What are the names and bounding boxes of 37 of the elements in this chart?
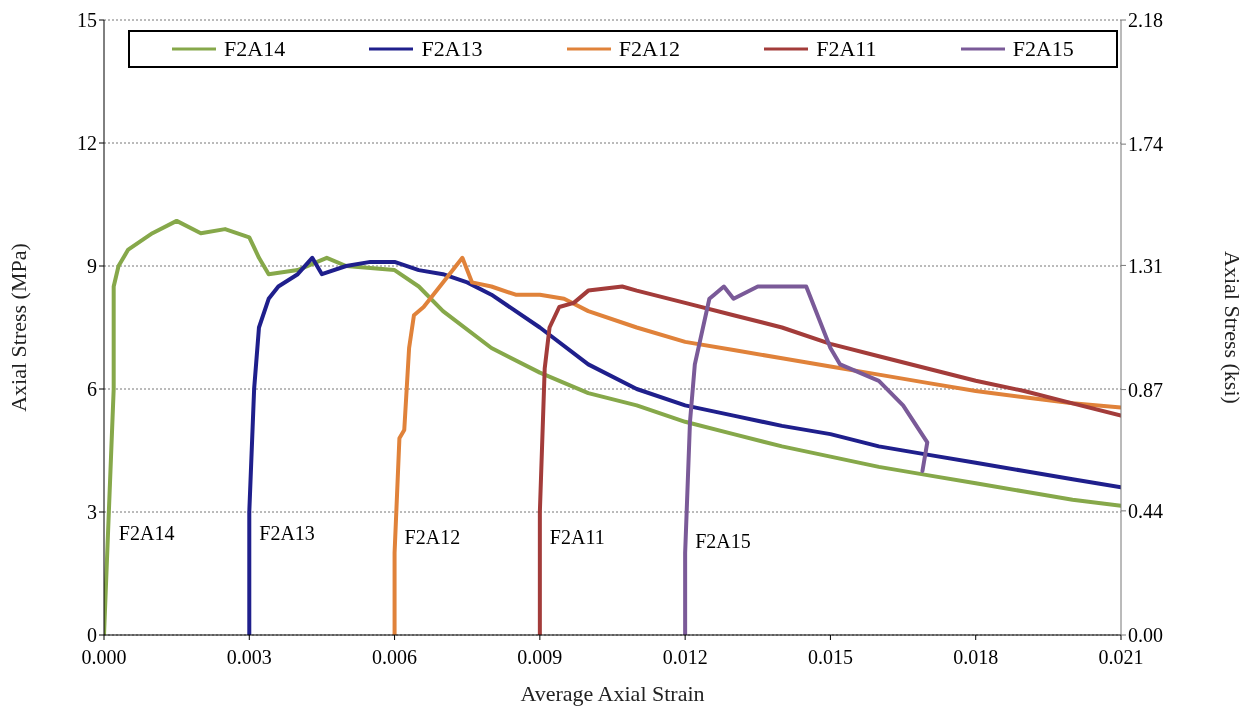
y-tick-label: 12 xyxy=(77,132,97,155)
x-tick-label: 0.006 xyxy=(372,646,418,669)
y2-tick-label: 0.00 xyxy=(1128,624,1163,647)
legend-label: F2A14 xyxy=(224,36,286,62)
line-series xyxy=(683,284,930,635)
y-tick-label: 9 xyxy=(87,255,97,278)
x-tick-label: 0.018 xyxy=(953,646,999,669)
legend-label: F2A13 xyxy=(421,36,483,62)
legend-label: F2A15 xyxy=(1012,36,1074,62)
y2-axis-title: Axial Stress (ksi) xyxy=(1220,251,1243,404)
x-tick-label: 0.021 xyxy=(1098,646,1144,669)
y-tick-label: 6 xyxy=(87,378,97,401)
annotation: F2A15 xyxy=(695,529,751,552)
annotation: F2A13 xyxy=(259,521,315,544)
annotation: F2A12 xyxy=(404,525,461,548)
y-tick-label: 3 xyxy=(87,501,97,524)
x-tick-label: 0.015 xyxy=(807,646,853,669)
x-axis-title: Average Axial Strain xyxy=(520,681,705,706)
y2-tick-label: 0.44 xyxy=(1128,499,1163,522)
y2-tick-label: 1.31 xyxy=(1128,254,1163,277)
y-axis-title: Axial Stress (MPa) xyxy=(5,243,31,412)
x-tick-label: 0.009 xyxy=(517,646,563,669)
x-tick-label: 0.003 xyxy=(226,646,272,669)
annotation: F2A11 xyxy=(549,525,605,548)
line-series xyxy=(537,284,1121,635)
y2-tick-label: 0.87 xyxy=(1128,378,1163,401)
legend-label: F2A11 xyxy=(816,36,877,62)
line-series xyxy=(247,255,1121,635)
x-tick-label: 0.012 xyxy=(662,646,708,669)
line-series xyxy=(392,255,1121,635)
y-tick-label: 0 xyxy=(87,624,97,647)
y2-tick-label: 1.74 xyxy=(1128,133,1163,156)
x-tick-label: 0.000 xyxy=(81,646,127,669)
y-tick-label: 15 xyxy=(77,9,97,32)
legend-label: F2A12 xyxy=(618,36,680,62)
y2-tick-label: 2.18 xyxy=(1128,9,1163,32)
annotation: F2A14 xyxy=(118,521,175,544)
